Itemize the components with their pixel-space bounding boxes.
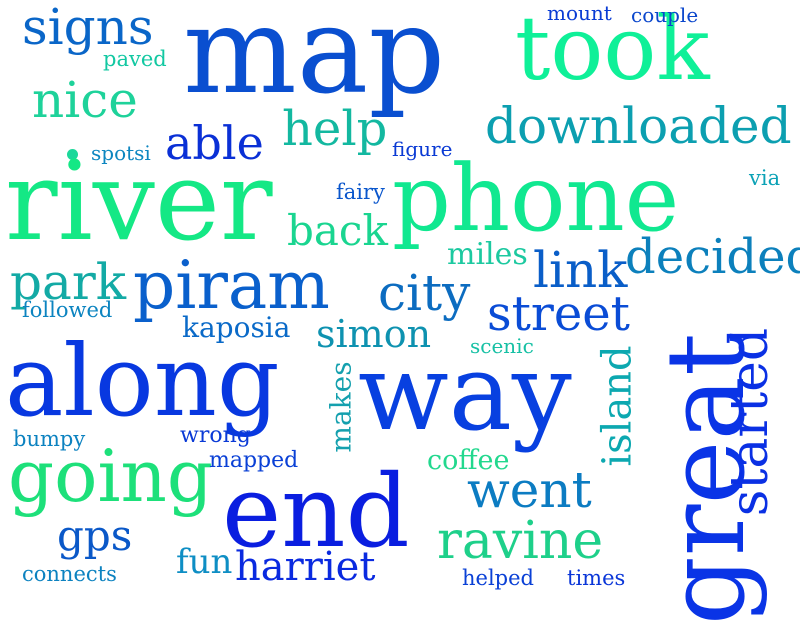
word-kaposia: kaposia xyxy=(182,311,291,344)
word-along: along xyxy=(5,325,280,439)
word-simon: simon xyxy=(316,312,432,356)
word-coffee: coffee xyxy=(427,445,510,476)
word-park: park xyxy=(10,253,127,311)
word-miles: miles xyxy=(447,237,528,272)
word-fun: fun xyxy=(176,542,233,582)
word-scenic: scenic xyxy=(470,334,534,358)
word-helped: helped xyxy=(462,566,534,590)
word-figure: figure xyxy=(392,137,453,161)
word-followed: followed xyxy=(22,298,113,322)
word-signs: signs xyxy=(22,0,154,56)
word-went: went xyxy=(467,461,592,519)
word-mount: mount xyxy=(547,1,612,25)
word-took: took xyxy=(515,0,710,100)
word-couple: couple xyxy=(631,3,699,27)
word-piram: piram xyxy=(133,247,330,324)
word-downloaded: downloaded xyxy=(485,97,792,155)
word-map: map xyxy=(183,0,446,121)
word-city: city xyxy=(378,264,471,322)
word-back: back xyxy=(287,206,388,255)
word-going: going xyxy=(8,434,213,518)
word-mapped: mapped xyxy=(209,448,299,473)
word-nice: nice xyxy=(32,71,138,129)
dot-mark xyxy=(67,149,78,160)
word-wrong: wrong xyxy=(180,423,251,448)
word-spotsi: spotsi xyxy=(91,141,151,165)
word-decided: decided xyxy=(625,229,800,285)
word-able: able xyxy=(165,116,264,170)
word-via: via xyxy=(749,166,781,190)
word-gps: gps xyxy=(57,511,133,560)
word-river: river xyxy=(5,137,273,265)
word-ravine: ravine xyxy=(437,511,604,571)
word-phone: phone xyxy=(392,145,680,252)
word-paved: paved xyxy=(103,47,167,71)
word-times: times xyxy=(567,566,626,590)
word-end: end xyxy=(222,453,410,570)
word-started: started xyxy=(720,327,781,517)
word-way: way xyxy=(358,331,572,454)
word-fairy: fairy xyxy=(336,180,385,204)
word-help: help xyxy=(282,101,388,157)
word-island: island xyxy=(594,345,641,467)
word-street: street xyxy=(487,286,630,342)
word-connects: connects xyxy=(22,562,117,586)
word-bumpy: bumpy xyxy=(13,427,86,451)
word-link: link xyxy=(533,241,628,299)
word-cloud: map took river phone along way end signs… xyxy=(5,0,800,625)
word-harriet: harriet xyxy=(235,544,376,590)
word-makes: makes xyxy=(324,361,358,453)
